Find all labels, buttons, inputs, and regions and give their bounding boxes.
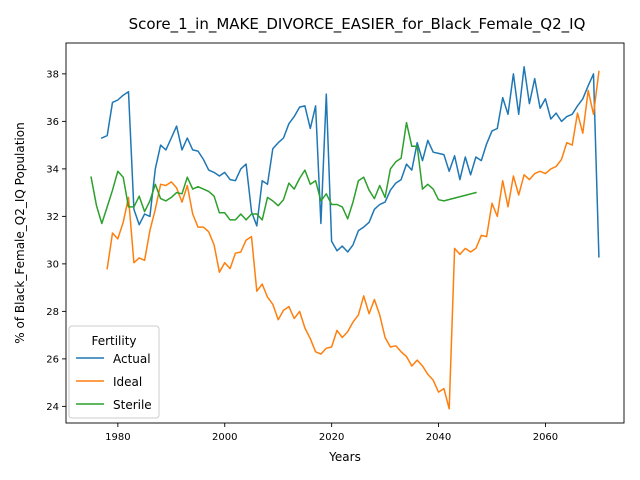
x-axis-label: Years	[328, 450, 361, 464]
y-tick-label: 24	[46, 402, 59, 413]
y-tick-label: 32	[46, 212, 59, 223]
series-line-actual	[100, 66, 600, 258]
series-line-sterile	[90, 121, 477, 225]
legend-title: Fertility	[91, 334, 136, 348]
legend: Fertility Actual Ideal Sterile	[68, 325, 160, 419]
chart-title: Score_1_in_MAKE_DIVORCE_EASIER_for_Black…	[129, 15, 586, 34]
x-tick-label: 2000	[212, 432, 237, 443]
legend-label-ideal: Ideal	[113, 375, 142, 389]
y-tick-label: 26	[46, 354, 59, 365]
legend-label-sterile: Sterile	[113, 398, 152, 412]
y-tick-label: 38	[46, 69, 59, 80]
x-tick-label: 2020	[319, 432, 344, 443]
x-axis-ticks: 1980 2000 2020 2040 2060	[105, 423, 558, 443]
legend-label-actual: Actual	[113, 352, 151, 366]
y-tick-label: 34	[46, 164, 59, 175]
legend-box	[68, 325, 160, 419]
y-tick-label: 36	[46, 117, 59, 128]
series-line-ideal	[106, 70, 600, 410]
y-tick-label: 30	[46, 259, 59, 270]
x-tick-label: 2060	[533, 432, 558, 443]
plot-area	[90, 66, 600, 410]
plot-frame	[65, 42, 625, 424]
x-tick-label: 1980	[105, 432, 130, 443]
x-tick-label: 2040	[426, 432, 451, 443]
y-tick-label: 28	[46, 307, 59, 318]
y-axis-label: % of Black_Female_Q2_IQ Population	[13, 122, 27, 343]
y-axis-ticks: 24 26 28 30 32 34 36 38	[46, 69, 66, 413]
